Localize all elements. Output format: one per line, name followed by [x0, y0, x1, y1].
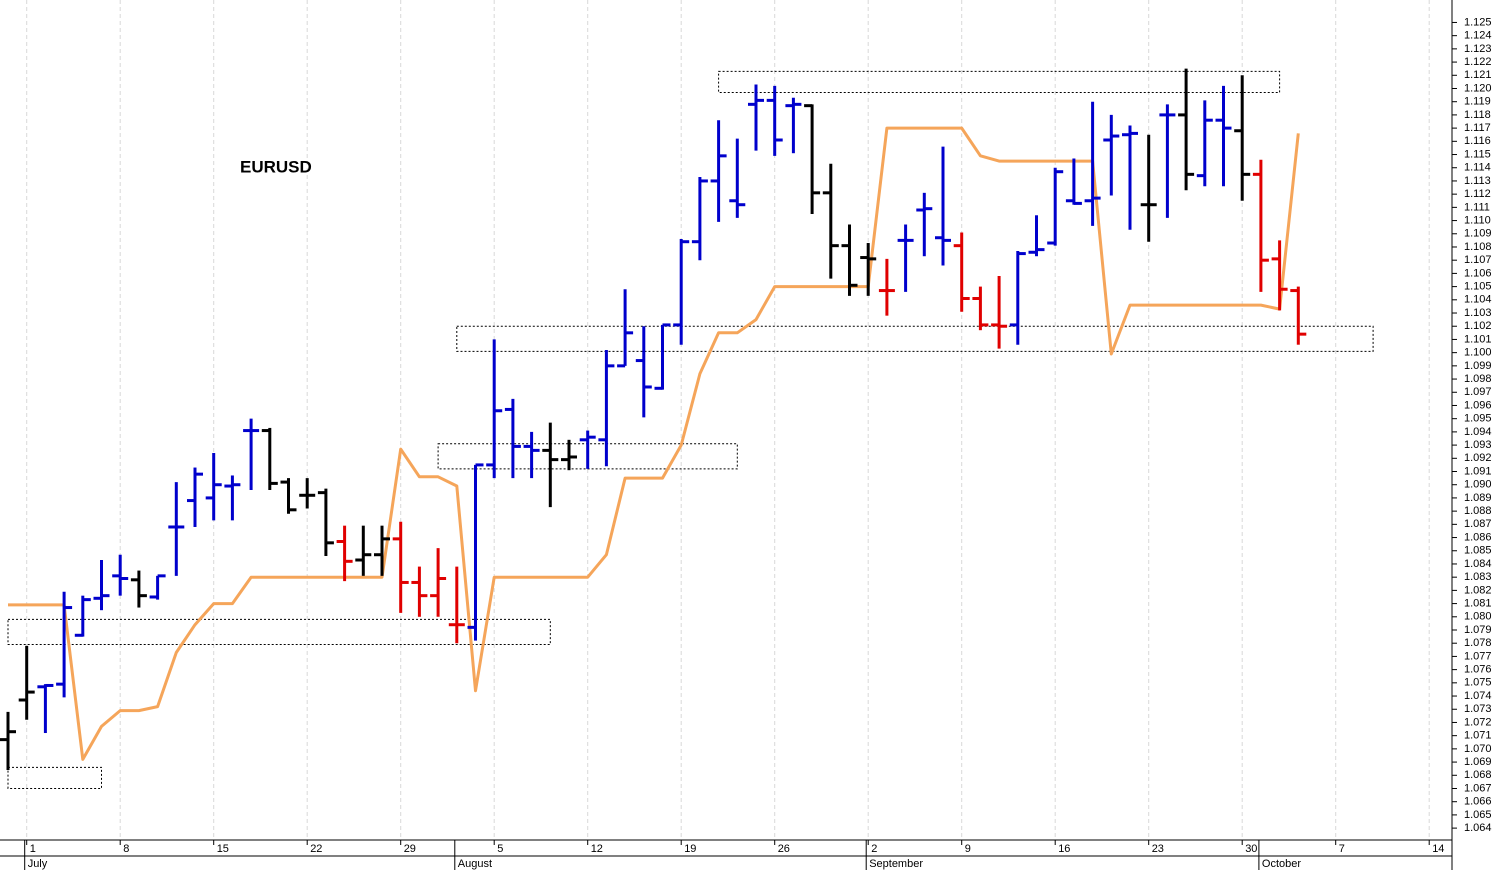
x-tick-label: 7: [1339, 843, 1345, 855]
y-tick-label: 1.117: [1464, 122, 1491, 134]
y-tick-label: 1.095: [1464, 413, 1492, 425]
y-tick-label: 1.089: [1464, 492, 1492, 504]
y-tick-label: 1.097: [1464, 386, 1492, 398]
x-tick-label: 15: [217, 843, 229, 855]
x-tick-label: 8: [123, 843, 129, 855]
y-tick-label: 1.111: [1464, 201, 1490, 213]
y-tick-label: 1.115: [1464, 148, 1491, 160]
month-label: October: [1262, 858, 1301, 870]
y-tick-label: 1.071: [1464, 730, 1492, 742]
y-tick-label: 1.122: [1464, 56, 1492, 68]
y-tick-label: 1.090: [1464, 479, 1492, 491]
y-tick-label: 1.080: [1464, 611, 1492, 623]
y-tick-label: 1.077: [1464, 650, 1492, 662]
y-tick-label: 1.083: [1464, 571, 1492, 583]
x-tick-label: 19: [684, 843, 696, 855]
y-tick-label: 1.114: [1464, 162, 1491, 174]
zone: [456, 325, 1374, 352]
y-tick-label: 1.113: [1464, 175, 1491, 187]
x-tick-label: 2: [871, 843, 877, 855]
y-tick-label: 1.075: [1464, 677, 1492, 689]
y-tick-label: 1.082: [1464, 584, 1492, 596]
month-label: August: [458, 858, 492, 870]
x-tick-label: 14: [1432, 843, 1444, 855]
y-tick-label: 1.065: [1464, 809, 1492, 821]
y-tick-label: 1.124: [1464, 30, 1492, 42]
y-tick-label: 1.120: [1464, 82, 1492, 94]
y-tick-label: 1.119: [1464, 96, 1491, 108]
y-tick-label: 1.105: [1464, 281, 1492, 293]
y-tick-label: 1.106: [1464, 267, 1492, 279]
y-tick-label: 1.076: [1464, 664, 1492, 676]
y-tick-label: 1.102: [1464, 320, 1492, 332]
y-tick-label: 1.084: [1464, 558, 1492, 570]
zone: [7, 766, 102, 789]
y-tick-label: 1.116: [1464, 135, 1491, 147]
y-tick-label: 1.099: [1464, 360, 1492, 372]
y-tick-label: 1.109: [1464, 228, 1492, 240]
y-tick-label: 1.088: [1464, 505, 1492, 517]
y-tick-label: 1.101: [1464, 333, 1492, 345]
y-tick-label: 1.107: [1464, 254, 1492, 266]
month-label: July: [28, 858, 48, 870]
y-tick-label: 1.073: [1464, 703, 1492, 715]
y-tick-label: 1.069: [1464, 756, 1492, 768]
y-tick-label: 1.087: [1464, 518, 1492, 530]
y-tick-label: 1.070: [1464, 743, 1492, 755]
y-tick-label: 1.112: [1464, 188, 1491, 200]
y-tick-label: 1.096: [1464, 399, 1492, 411]
x-tick-label: 23: [1152, 843, 1164, 855]
y-tick-label: 1.110: [1464, 214, 1491, 226]
y-tick-label: 1.123: [1464, 43, 1492, 55]
x-tick-label: 26: [778, 843, 790, 855]
x-tick-label: 30: [1245, 843, 1257, 855]
y-tick-label: 1.066: [1464, 796, 1492, 808]
y-tick-label: 1.081: [1464, 597, 1492, 609]
y-tick-label: 1.104: [1464, 294, 1492, 306]
y-tick-label: 1.100: [1464, 347, 1492, 359]
x-tick-label: 1: [30, 843, 36, 855]
y-tick-label: 1.068: [1464, 769, 1492, 781]
y-tick-label: 1.093: [1464, 439, 1492, 451]
y-tick-label: 1.098: [1464, 373, 1492, 385]
x-tick-label: 9: [965, 843, 971, 855]
month-label: September: [869, 858, 923, 870]
y-tick-label: 1.079: [1464, 624, 1492, 636]
zone: [718, 70, 1281, 93]
x-tick-label: 5: [497, 843, 503, 855]
y-tick-label: 1.121: [1464, 69, 1492, 81]
chart-title: EURUSD: [240, 157, 312, 176]
y-tick-label: 1.086: [1464, 531, 1492, 543]
y-tick-label: 1.072: [1464, 716, 1492, 728]
y-tick-label: 1.085: [1464, 545, 1492, 557]
y-tick-label: 1.103: [1464, 307, 1492, 319]
indicator-line: [8, 126, 1300, 761]
y-tick-label: 1.064: [1464, 822, 1492, 834]
x-tick-label: 12: [591, 843, 603, 855]
x-tick-label: 16: [1058, 843, 1070, 855]
y-tick-label: 1.094: [1464, 426, 1492, 438]
y-tick-label: 1.067: [1464, 782, 1492, 794]
y-tick-label: 1.074: [1464, 690, 1492, 702]
y-tick-label: 1.091: [1464, 465, 1492, 477]
y-tick-label: 1.092: [1464, 452, 1492, 464]
x-tick-label: 22: [310, 843, 322, 855]
y-tick-label: 1.078: [1464, 637, 1492, 649]
y-tick-label: 1.125: [1464, 16, 1492, 28]
y-tick-label: 1.118: [1464, 109, 1491, 121]
y-tick-label: 1.108: [1464, 241, 1492, 253]
x-tick-label: 29: [404, 843, 416, 855]
